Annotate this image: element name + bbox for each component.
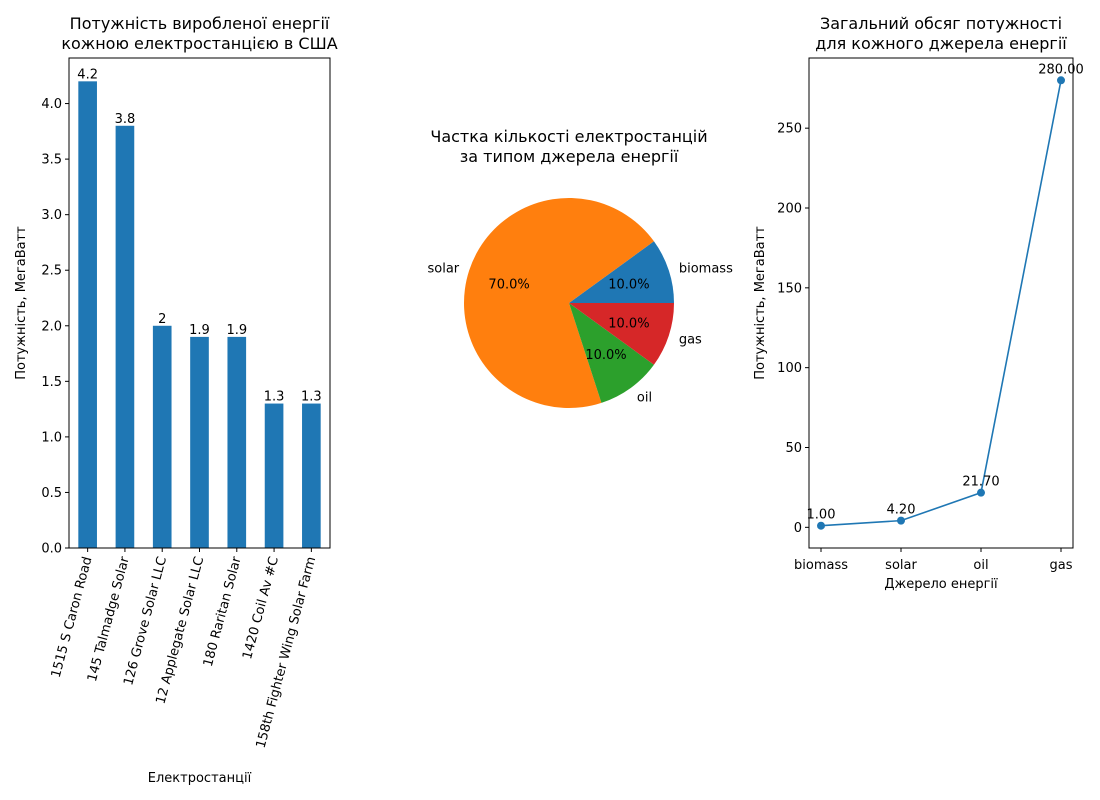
line-x-tick-label: gas [1050,558,1073,573]
bar-chart-title-line-1: кожною електростанцією в США [61,34,337,53]
bar [264,403,284,548]
line-x-tick-label: solar [885,558,917,573]
bar-y-tick-label: 4.0 [41,97,62,112]
line-value-label: 280.00 [1038,62,1084,77]
bar-y-tick-label: 0.5 [41,486,62,501]
bar-value-label: 3.8 [115,112,136,127]
line-value-label: 1.00 [807,508,836,523]
line-chart-title-line-0: Загальний обсяг потужності [820,14,1062,33]
bar-y-tick-label: 3.5 [41,153,62,168]
line-point [1057,76,1065,85]
pie-slice-label: solar [427,261,459,276]
pie-slice-label: oil [637,390,652,405]
bar-value-label: 1.9 [226,323,247,338]
bar-x-tick-label: 1420 Coil Av #C [240,555,282,661]
bar-y-tick-label: 1.0 [41,430,62,445]
line-y-tick-label: 0 [794,521,802,536]
bar-value-label: 1.9 [189,323,210,338]
line-y-tick-label: 50 [785,441,802,456]
bar-x-tick-label: 1515 S Caron Road [49,555,96,679]
pie-slice [569,303,654,403]
line-x-tick-label: oil [973,558,988,573]
pie-slice-label: biomass [679,261,733,276]
pie-slice [464,198,654,408]
pie-slice [569,303,674,365]
bar-y-axis-label: Потужність, МегаВатт [14,226,29,380]
bar [115,125,135,549]
pie-chart-title-line-1: за типом джерела енергії [460,147,679,166]
line-y-axis-label: Потужність, МегаВатт [753,226,768,380]
pie-slice-label: gas [679,333,702,348]
bar-x-tick-label: 180 Raritan Solar [201,555,245,669]
line-value-label: 4.20 [887,503,916,518]
bar [227,336,247,548]
bar [152,325,172,548]
line-chart-title-line-1: для кожного джерела енергії [815,34,1067,53]
bar [302,403,321,548]
bar-x-axis-label: Електростанції [148,771,252,786]
line-y-tick-label: 150 [777,281,802,296]
pie-percent-label: 10.0% [585,348,626,363]
bar [190,336,209,548]
bar-value-label: 1.3 [301,390,322,405]
line-x-axis-label: Джерело енергії [884,577,998,592]
line-y-tick-label: 100 [777,361,802,376]
bar [78,81,97,548]
line-y-tick-label: 200 [777,202,802,217]
bar-chart-title-line-0: Потужність виробленої енергії [70,14,330,33]
line-x-tick-label: biomass [794,558,848,573]
line-point [817,521,825,530]
bar-plot-frame [68,57,331,549]
pie-percent-label: 10.0% [608,278,649,293]
bar-y-tick-label: 3.0 [41,208,62,223]
pie-percent-label: 70.0% [488,278,529,293]
pie-slice [569,241,674,303]
line-y-tick-label: 250 [777,122,802,137]
bar-value-label: 2 [158,312,166,327]
line-series [820,80,1062,527]
bar-y-tick-label: 2.0 [41,319,62,334]
line-value-label: 21.70 [962,475,999,490]
pie-chart-title-line-0: Частка кількості електростанцій [430,127,707,146]
bar-value-label: 4.2 [77,67,98,82]
line-point [897,516,905,525]
line-point [977,488,985,497]
pie-percent-label: 10.0% [608,316,649,331]
bar-y-tick-label: 0.0 [41,542,62,557]
bar-value-label: 1.3 [264,390,285,405]
line-plot-frame [808,57,1074,549]
bar-y-tick-label: 2.5 [41,264,62,279]
bar-y-tick-label: 1.5 [41,375,62,390]
